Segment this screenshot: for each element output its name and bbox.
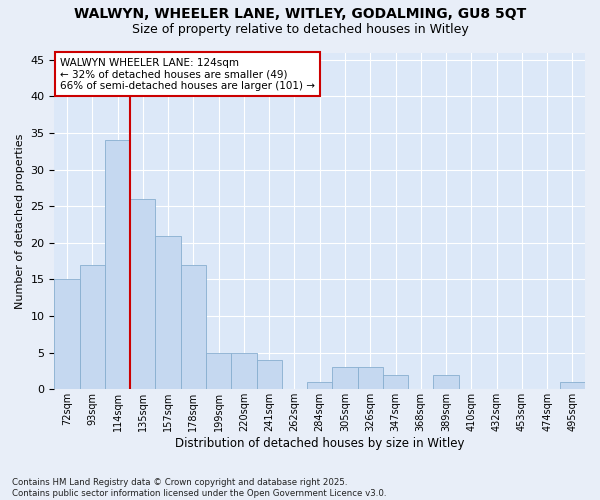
Text: WALWYN WHEELER LANE: 124sqm
← 32% of detached houses are smaller (49)
66% of sem: WALWYN WHEELER LANE: 124sqm ← 32% of det… <box>60 58 315 91</box>
Bar <box>307 382 332 390</box>
X-axis label: Distribution of detached houses by size in Witley: Distribution of detached houses by size … <box>175 437 464 450</box>
Text: Size of property relative to detached houses in Witley: Size of property relative to detached ho… <box>131 22 469 36</box>
Bar <box>80 265 105 390</box>
Bar <box>231 352 257 390</box>
Bar <box>358 368 383 390</box>
Bar <box>155 236 181 390</box>
Bar <box>55 280 80 390</box>
Bar <box>332 368 358 390</box>
Bar <box>105 140 130 390</box>
Text: Contains HM Land Registry data © Crown copyright and database right 2025.
Contai: Contains HM Land Registry data © Crown c… <box>12 478 386 498</box>
Text: WALWYN, WHEELER LANE, WITLEY, GODALMING, GU8 5QT: WALWYN, WHEELER LANE, WITLEY, GODALMING,… <box>74 8 526 22</box>
Bar <box>206 352 231 390</box>
Bar <box>383 374 408 390</box>
Bar <box>257 360 282 390</box>
Bar <box>130 199 155 390</box>
Bar <box>181 265 206 390</box>
Bar <box>560 382 585 390</box>
Bar <box>433 374 458 390</box>
Y-axis label: Number of detached properties: Number of detached properties <box>15 133 25 308</box>
